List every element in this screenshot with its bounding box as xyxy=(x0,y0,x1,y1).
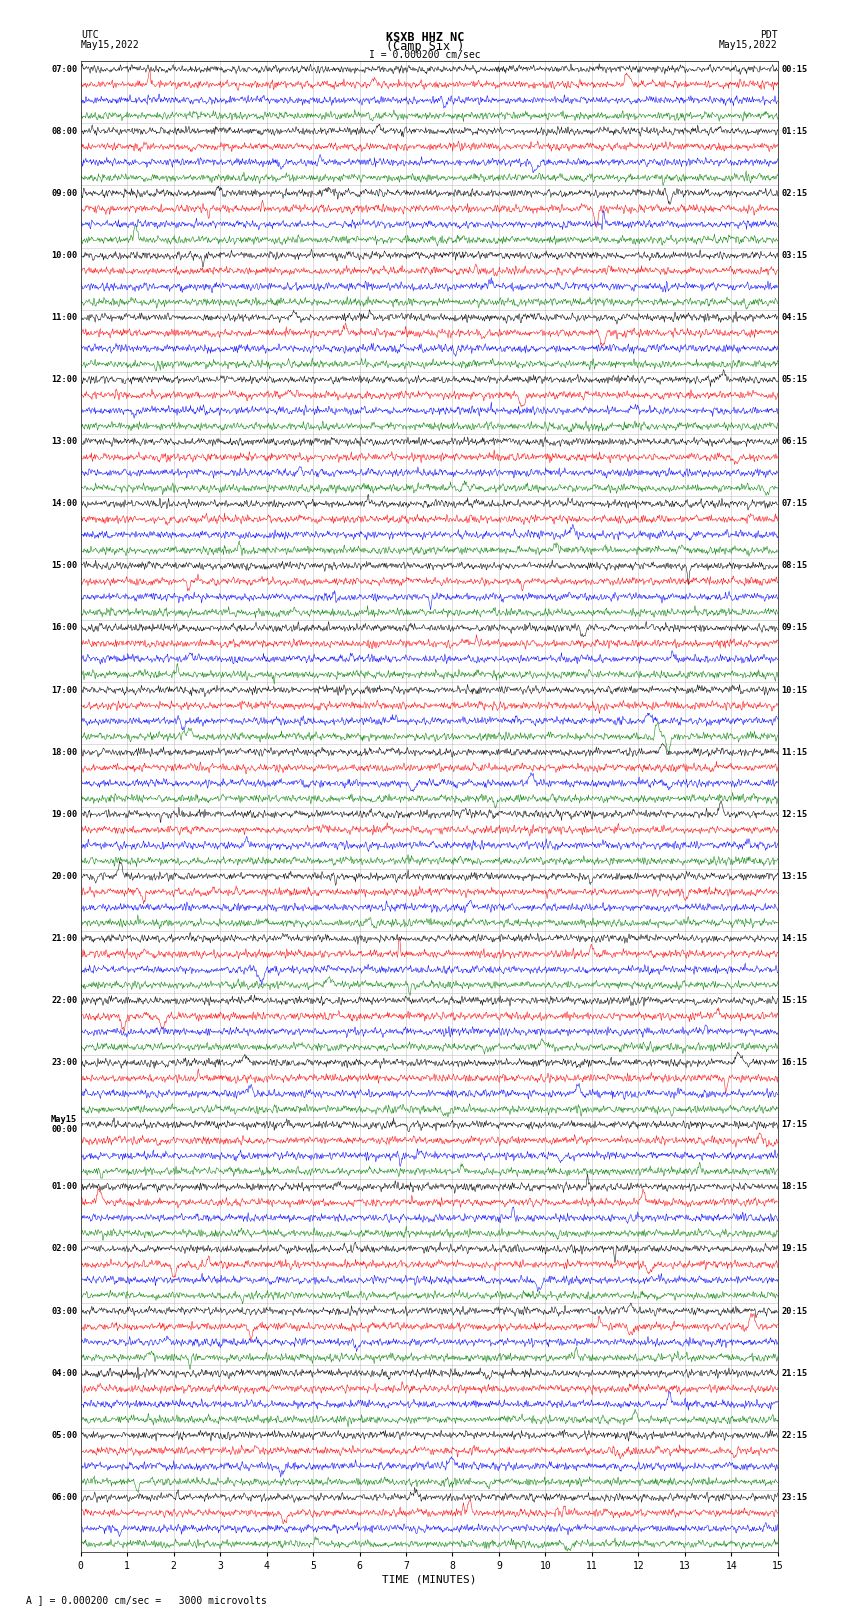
Text: 02:15: 02:15 xyxy=(781,189,807,198)
Text: 03:00: 03:00 xyxy=(51,1307,77,1316)
Text: 09:00: 09:00 xyxy=(51,189,77,198)
Text: 16:00: 16:00 xyxy=(51,624,77,632)
Text: 15:15: 15:15 xyxy=(781,997,807,1005)
Text: 10:00: 10:00 xyxy=(51,252,77,260)
Text: 04:15: 04:15 xyxy=(781,313,807,323)
Text: 11:00: 11:00 xyxy=(51,313,77,323)
Text: May15,2022: May15,2022 xyxy=(81,40,139,50)
Text: 14:00: 14:00 xyxy=(51,500,77,508)
Text: 17:00: 17:00 xyxy=(51,686,77,695)
Text: 22:00: 22:00 xyxy=(51,997,77,1005)
Text: 03:15: 03:15 xyxy=(781,252,807,260)
Text: 20:00: 20:00 xyxy=(51,873,77,881)
Text: 23:15: 23:15 xyxy=(781,1494,807,1502)
Text: 13:15: 13:15 xyxy=(781,873,807,881)
X-axis label: TIME (MINUTES): TIME (MINUTES) xyxy=(382,1574,477,1586)
Text: 00:15: 00:15 xyxy=(781,65,807,74)
Text: PDT: PDT xyxy=(760,31,778,40)
Text: 20:15: 20:15 xyxy=(781,1307,807,1316)
Text: 19:15: 19:15 xyxy=(781,1245,807,1253)
Text: I = 0.000200 cm/sec: I = 0.000200 cm/sec xyxy=(369,50,481,60)
Text: 18:15: 18:15 xyxy=(781,1182,807,1192)
Text: 04:00: 04:00 xyxy=(51,1369,77,1378)
Text: 18:00: 18:00 xyxy=(51,748,77,756)
Text: 15:00: 15:00 xyxy=(51,561,77,571)
Text: 21:00: 21:00 xyxy=(51,934,77,944)
Text: (Camp Six ): (Camp Six ) xyxy=(386,40,464,53)
Text: May15
00:00: May15 00:00 xyxy=(51,1115,77,1134)
Text: 07:15: 07:15 xyxy=(781,500,807,508)
Text: UTC: UTC xyxy=(81,31,99,40)
Text: A ] = 0.000200 cm/sec =   3000 microvolts: A ] = 0.000200 cm/sec = 3000 microvolts xyxy=(26,1595,266,1605)
Text: 01:00: 01:00 xyxy=(51,1182,77,1192)
Text: 13:00: 13:00 xyxy=(51,437,77,447)
Text: KSXB HHZ NC: KSXB HHZ NC xyxy=(386,31,464,44)
Text: 08:00: 08:00 xyxy=(51,127,77,135)
Text: 19:00: 19:00 xyxy=(51,810,77,819)
Text: 12:00: 12:00 xyxy=(51,376,77,384)
Text: 23:00: 23:00 xyxy=(51,1058,77,1068)
Text: 01:15: 01:15 xyxy=(781,127,807,135)
Text: 16:15: 16:15 xyxy=(781,1058,807,1068)
Text: 12:15: 12:15 xyxy=(781,810,807,819)
Text: 22:15: 22:15 xyxy=(781,1431,807,1440)
Text: 14:15: 14:15 xyxy=(781,934,807,944)
Text: 05:15: 05:15 xyxy=(781,376,807,384)
Text: 09:15: 09:15 xyxy=(781,624,807,632)
Text: 07:00: 07:00 xyxy=(51,65,77,74)
Text: 05:00: 05:00 xyxy=(51,1431,77,1440)
Text: 17:15: 17:15 xyxy=(781,1121,807,1129)
Text: 11:15: 11:15 xyxy=(781,748,807,756)
Text: May15,2022: May15,2022 xyxy=(719,40,778,50)
Text: 21:15: 21:15 xyxy=(781,1369,807,1378)
Text: 08:15: 08:15 xyxy=(781,561,807,571)
Text: 10:15: 10:15 xyxy=(781,686,807,695)
Text: 06:15: 06:15 xyxy=(781,437,807,447)
Text: 02:00: 02:00 xyxy=(51,1245,77,1253)
Text: 06:00: 06:00 xyxy=(51,1494,77,1502)
